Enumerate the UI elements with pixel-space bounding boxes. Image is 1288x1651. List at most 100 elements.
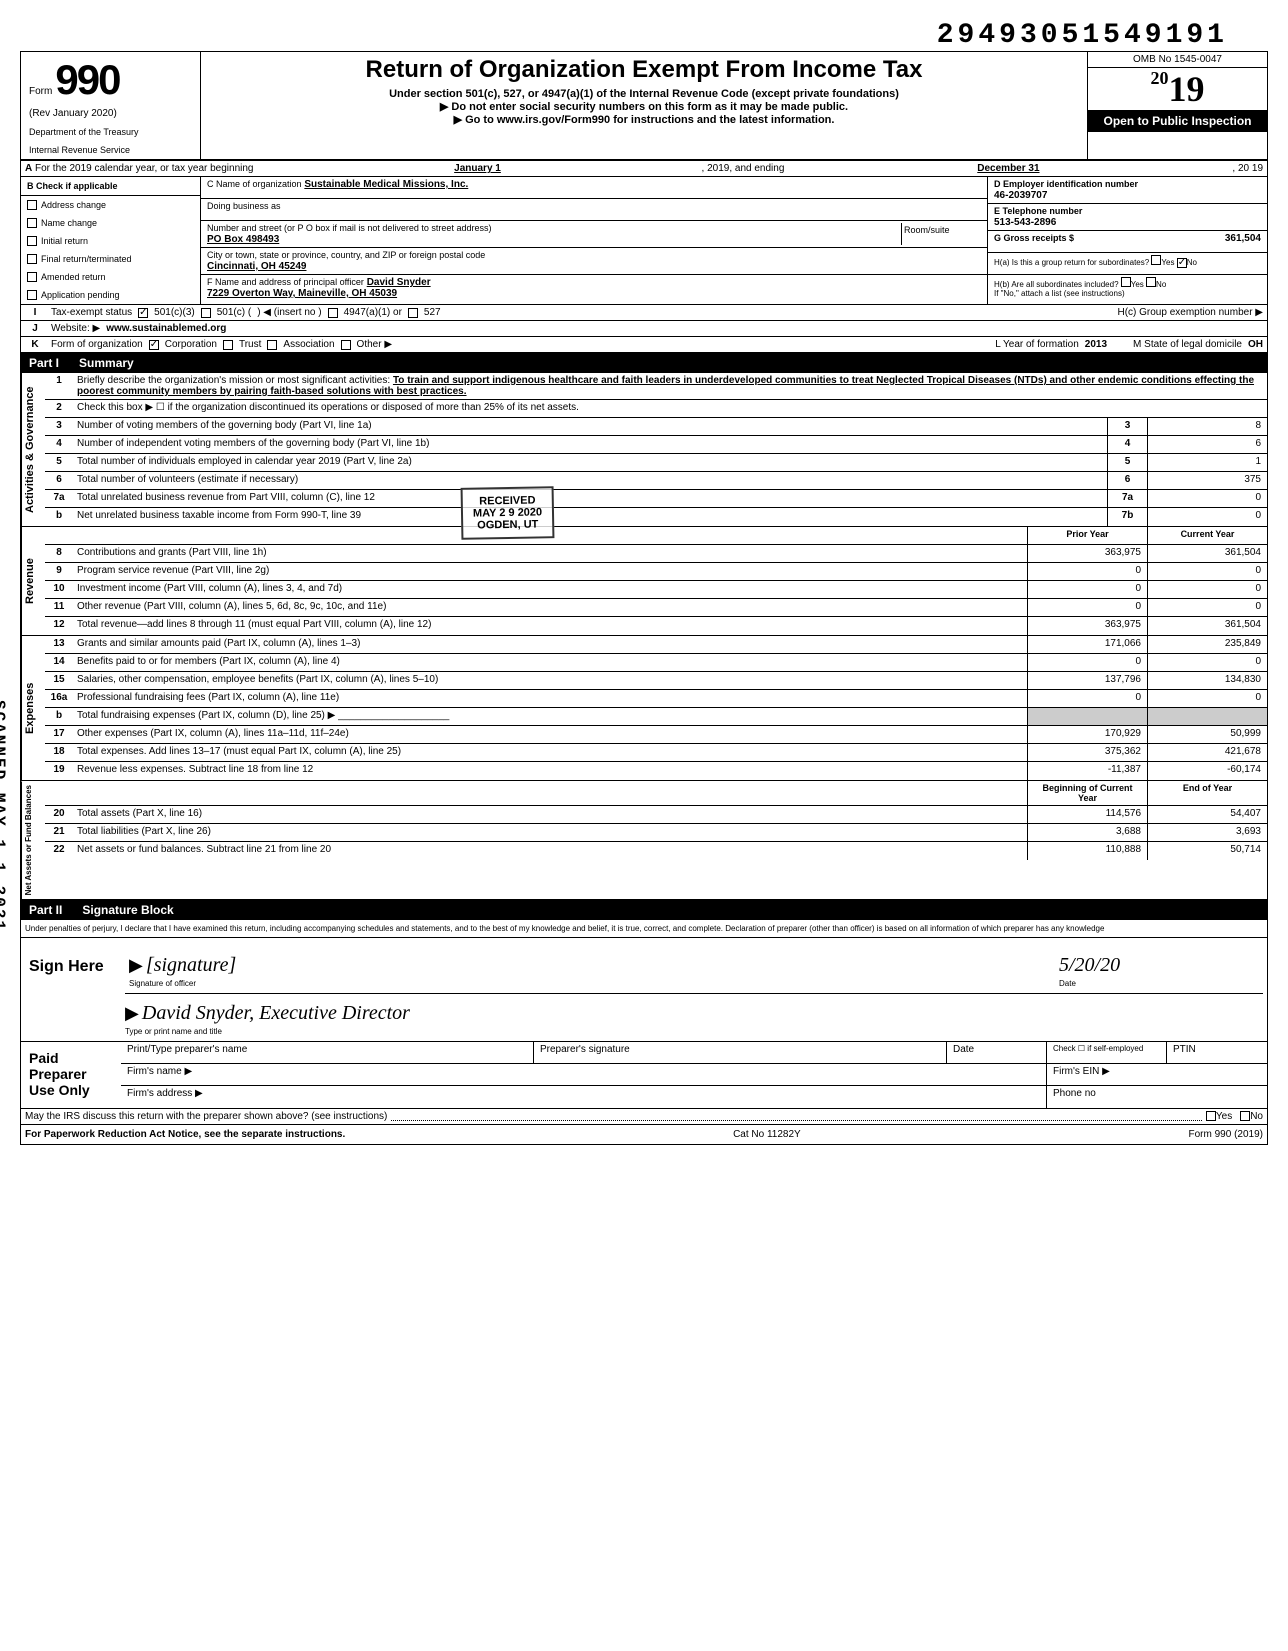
row-a-year: , 20 19	[1232, 163, 1263, 174]
discuss-no-checkbox[interactable]	[1240, 1111, 1250, 1121]
line-text: Grants and similar amounts paid (Part IX…	[73, 636, 1027, 653]
current-value	[1147, 708, 1267, 725]
document-number: 29493051549191	[20, 20, 1268, 51]
summary-line: 11 Other revenue (Part VIII, column (A),…	[45, 599, 1267, 617]
501c3-checkbox[interactable]	[138, 308, 148, 318]
period-begin: January 1	[254, 163, 702, 174]
governance-section: Activities & Governance 1 Briefly descri…	[21, 373, 1267, 527]
line-num: 14	[45, 654, 73, 671]
line-num: 10	[45, 581, 73, 598]
line-num: 7a	[45, 490, 73, 507]
state-domicile: OH	[1248, 339, 1263, 350]
current-value: 134,830	[1147, 672, 1267, 689]
line-text: Investment income (Part VIII, column (A)…	[73, 581, 1027, 598]
discuss-yes-checkbox[interactable]	[1206, 1111, 1216, 1121]
row-k-org-form: K Form of organization Corporation Trust…	[21, 337, 1267, 353]
line-box: 3	[1107, 418, 1147, 435]
officer-address: 7229 Overton Way, Maineville, OH 45039	[207, 288, 397, 299]
year-formation: 2013	[1085, 339, 1107, 350]
end-value: 50,714	[1147, 842, 1267, 860]
city-state-zip: Cincinnati, OH 45249	[207, 261, 306, 272]
hb-no-checkbox[interactable]	[1146, 277, 1156, 287]
summary-line: 22 Net assets or fund balances. Subtract…	[45, 842, 1267, 860]
part-2-header: Part II Signature Block	[21, 900, 1267, 920]
title-box: Return of Organization Exempt From Incom…	[201, 52, 1087, 159]
line-box: 7b	[1107, 508, 1147, 526]
prior-value: 0	[1027, 654, 1147, 671]
row-i-tax-status: I Tax-exempt status 501(c)(3) 501(c) ( )…	[21, 305, 1267, 321]
line-text: Total revenue—add lines 8 through 11 (mu…	[73, 617, 1027, 635]
footer-row: For Paperwork Reduction Act Notice, see …	[21, 1125, 1267, 1144]
prior-value: 0	[1027, 563, 1147, 580]
hb-yes-checkbox[interactable]	[1121, 277, 1131, 287]
ha-no-checkbox[interactable]	[1177, 258, 1187, 268]
line-num: 17	[45, 726, 73, 743]
check-name-change[interactable]: Name change	[21, 214, 200, 232]
preparer-label: Paid Preparer Use Only	[21, 1042, 121, 1108]
prior-value	[1027, 708, 1147, 725]
row-a-text: For the 2019 calendar year, or tax year …	[35, 163, 253, 174]
line-num: 12	[45, 617, 73, 635]
trust-checkbox[interactable]	[223, 340, 233, 350]
main-title: Return of Organization Exempt From Incom…	[205, 56, 1083, 84]
org-name-cell: C Name of organization Sustainable Medic…	[201, 177, 987, 199]
line-num: 22	[45, 842, 73, 860]
line-text: Other expenses (Part IX, column (A), lin…	[73, 726, 1027, 743]
summary-line: 16a Professional fundraising fees (Part …	[45, 690, 1267, 708]
line-box: 4	[1107, 436, 1147, 453]
summary-line: 6 Total number of volunteers (estimate i…	[45, 472, 1267, 490]
line-text: Total number of volunteers (estimate if …	[73, 472, 1107, 489]
preparer-row-1: Print/Type preparer's name Preparer's si…	[121, 1042, 1267, 1064]
current-value: 361,504	[1147, 545, 1267, 562]
current-value: 50,999	[1147, 726, 1267, 743]
officer-name: David Snyder	[367, 277, 431, 288]
summary-line: 18 Total expenses. Add lines 13–17 (must…	[45, 744, 1267, 762]
revenue-section: Revenue Prior Year Current Year 8 Contri…	[21, 527, 1267, 636]
summary-line: b Net unrelated business taxable income …	[45, 508, 1267, 526]
summary-line: 13 Grants and similar amounts paid (Part…	[45, 636, 1267, 654]
527-checkbox[interactable]	[408, 308, 418, 318]
officer-print-name: David Snyder, Executive Director	[142, 1002, 410, 1024]
prior-value: -11,387	[1027, 762, 1147, 780]
current-value: 0	[1147, 654, 1267, 671]
line-text: Program service revenue (Part VIII, line…	[73, 563, 1027, 580]
check-initial-return[interactable]: Initial return	[21, 232, 200, 250]
form-number: 990	[55, 56, 119, 103]
line-value: 375	[1147, 472, 1267, 489]
row-a-letter: A	[25, 163, 32, 174]
ein-cell: D Employer identification number 46-2039…	[988, 177, 1267, 204]
line-text: Number of voting members of the governin…	[73, 418, 1107, 435]
footer-cat: Cat No 11282Y	[733, 1129, 801, 1140]
begin-value: 3,688	[1027, 824, 1147, 841]
revenue-label: Revenue	[21, 527, 45, 635]
mission-label: Briefly describe the organization's miss…	[77, 375, 390, 386]
subtitle: Under section 501(c), 527, or 4947(a)(1)…	[205, 88, 1083, 100]
summary-line: 14 Benefits paid to or for members (Part…	[45, 654, 1267, 672]
phone-value: 513-543-2896	[994, 217, 1056, 228]
check-pending[interactable]: Application pending	[21, 286, 200, 304]
check-final-return[interactable]: Final return/terminated	[21, 250, 200, 268]
form-header: Form 990 (Rev January 2020) Department o…	[21, 52, 1267, 161]
ha-yes-checkbox[interactable]	[1151, 255, 1161, 265]
check-address-change[interactable]: Address change	[21, 196, 200, 214]
check-amended[interactable]: Amended return	[21, 268, 200, 286]
501c-checkbox[interactable]	[201, 308, 211, 318]
omb-number: OMB No 1545-0047	[1088, 52, 1267, 68]
summary-line: 12 Total revenue—add lines 8 through 11 …	[45, 617, 1267, 635]
summary-line: 3 Number of voting members of the govern…	[45, 418, 1267, 436]
corp-checkbox[interactable]	[149, 340, 159, 350]
4947-checkbox[interactable]	[328, 308, 338, 318]
summary-line: 5 Total number of individuals employed i…	[45, 454, 1267, 472]
received-stamp: RECEIVED MAY 2 9 2020 OGDEN, UT	[461, 486, 555, 540]
line-value: 8	[1147, 418, 1267, 435]
perjury-statement: Under penalties of perjury, I declare th…	[21, 920, 1267, 938]
summary-line: 20 Total assets (Part X, line 16) 114,57…	[45, 806, 1267, 824]
line-num: 4	[45, 436, 73, 453]
line-num: b	[45, 708, 73, 725]
summary-line: 8 Contributions and grants (Part VIII, l…	[45, 545, 1267, 563]
irs-text: Internal Revenue Service	[29, 145, 192, 155]
other-checkbox[interactable]	[341, 340, 351, 350]
sign-date: 5/20/20	[1059, 954, 1120, 976]
prior-value: 170,929	[1027, 726, 1147, 743]
assoc-checkbox[interactable]	[267, 340, 277, 350]
